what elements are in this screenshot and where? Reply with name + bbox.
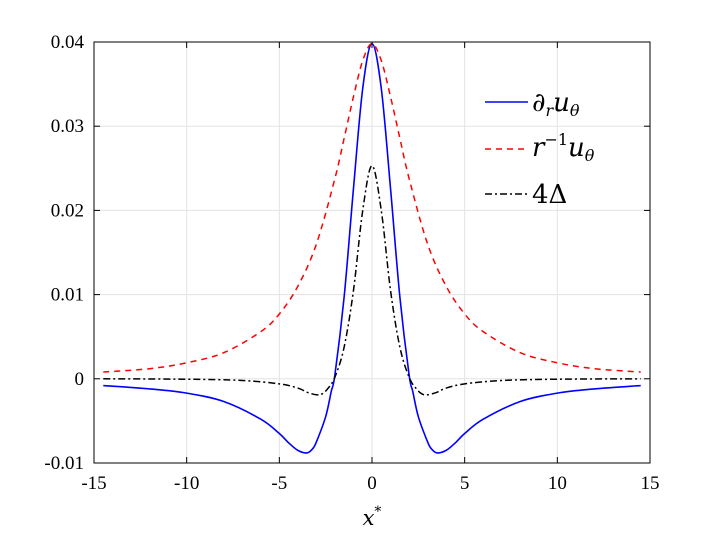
- legend-label-1: r−1uθ: [532, 130, 595, 165]
- y-tick-label: -0.01: [44, 453, 84, 474]
- series-line-2: [103, 165, 641, 396]
- y-tick-label: 0.02: [51, 200, 84, 221]
- x-tick-label: -15: [81, 473, 106, 494]
- x-axis-label: x*: [363, 504, 382, 530]
- x-tick-label: -5: [271, 473, 287, 494]
- y-tick-labels: -0.01 0 0.01 0.02 0.03 0.04: [44, 32, 84, 474]
- legend: ∂ruθ r−1uθ 4Δ: [485, 88, 595, 210]
- y-tick-label: 0.04: [51, 32, 85, 53]
- x-tick-label: 0: [367, 473, 377, 494]
- x-tick-label: 10: [548, 473, 567, 494]
- y-tick-label: 0.03: [51, 116, 84, 137]
- y-tick-label: 0: [75, 369, 85, 390]
- x-tick-label: 5: [460, 473, 470, 494]
- y-tick-label: 0.01: [51, 285, 84, 306]
- x-tick-label: -10: [174, 473, 199, 494]
- tick-marks: [93, 41, 651, 464]
- legend-label-2: 4Δ: [532, 180, 567, 210]
- series-line-1: [103, 42, 641, 373]
- x-tick-label: 15: [641, 473, 660, 494]
- x-tick-labels: -15 -10 -5 0 5 10 15: [81, 473, 659, 494]
